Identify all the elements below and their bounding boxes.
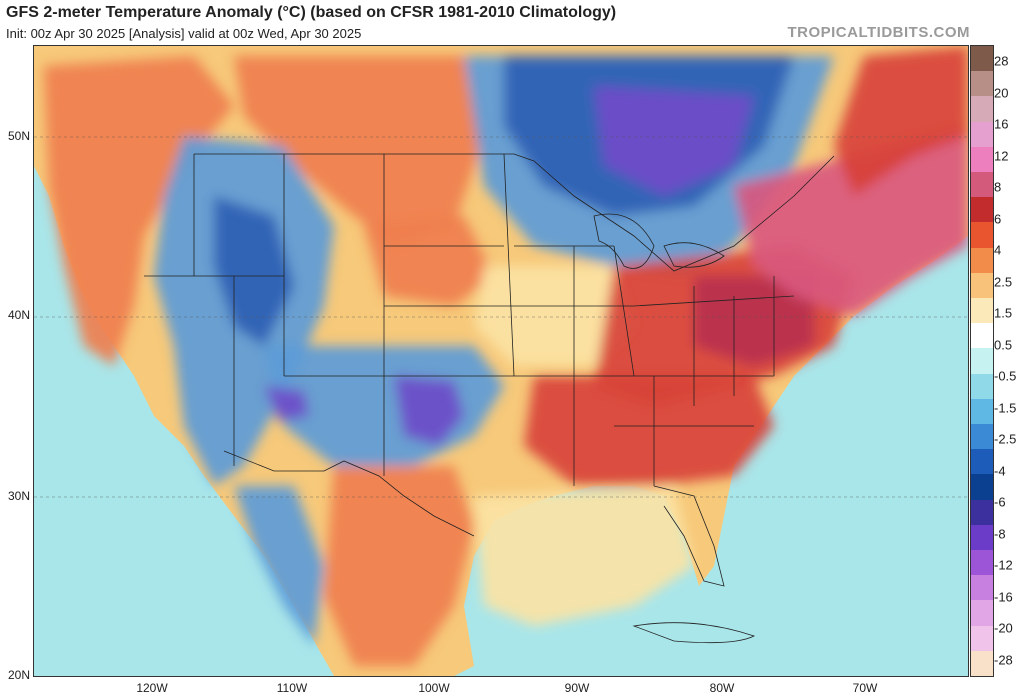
colorbar-tick-label: -6 (994, 494, 1006, 510)
warm-west-coast-region (44, 56, 234, 366)
colorbar-swatch (971, 524, 993, 551)
colorbar-tick-label: -8 (994, 526, 1006, 542)
lat-label-40n: 40N (7, 308, 30, 322)
colorbar-tick-label: 16 (994, 116, 1009, 132)
colorbar-swatch (971, 298, 993, 324)
political-boundaries (144, 153, 835, 644)
colorbar-swatch (971, 650, 993, 677)
colorbar-tick-label: 6 (994, 211, 1002, 227)
colorbar-swatch (971, 71, 993, 97)
colorbar-tick-label: 20 (994, 85, 1009, 101)
colorbar-tick-label: 1.5 (994, 305, 1013, 321)
credit-watermark: TROPICALTIDBITS.COM (787, 24, 970, 41)
colorbar-swatch (971, 348, 993, 375)
colorbar-swatch (971, 499, 993, 526)
very-cold-oklahoma-region (394, 376, 464, 446)
colorbar-swatch (971, 625, 993, 652)
colorbar-tick-label: -1.5 (994, 400, 1017, 416)
mild-midwest-region (474, 266, 634, 366)
very-cold-four-corners-region (264, 386, 309, 421)
colorbar-swatch (971, 121, 993, 148)
anomaly-map (33, 45, 969, 677)
lon-label-70w: 70W (852, 681, 878, 695)
extreme-warm-northeast-region (734, 126, 968, 316)
colorbar-swatch (971, 247, 993, 274)
state-lines-east (514, 245, 795, 486)
colorbar-tick-label: 0.5 (994, 337, 1013, 353)
us-mexico-border (223, 450, 475, 537)
colorbar-legend (970, 45, 994, 677)
florida-outline (653, 485, 725, 587)
colorbar-swatch (971, 272, 993, 299)
colorbar-tick-label: -12 (994, 557, 1013, 573)
colorbar-swatch (971, 172, 993, 198)
lat-label-50n: 50N (7, 129, 30, 143)
anomaly-map-svg (34, 46, 968, 676)
colorbar-tick-label: -16 (994, 589, 1013, 605)
colorbar-swatch (971, 46, 993, 72)
colorbar-tick-label: 28 (994, 53, 1009, 69)
state-lines-west (144, 153, 515, 476)
colorbar-swatch (971, 222, 993, 249)
us-canada-border (194, 153, 835, 272)
very-cold-quebec-region (594, 86, 754, 196)
colorbar-swatch (971, 449, 993, 475)
colorbar-swatch (971, 323, 993, 349)
colorbar-tick-label: -28 (994, 652, 1013, 668)
colorbar-tick-label: -0.5 (994, 368, 1017, 384)
colorbar-swatch (971, 550, 993, 576)
lat-label-20n: 20N (7, 668, 30, 682)
cool-sierra-madre-region (234, 486, 324, 646)
cuba-outline (632, 622, 756, 644)
colorbar-swatch (971, 197, 993, 223)
colorbar-swatch (971, 373, 993, 400)
colorbar-swatch (971, 600, 993, 627)
lon-label-80w: 80W (709, 681, 735, 695)
colorbar-swatch (971, 424, 993, 450)
warm-maritime-region (834, 46, 968, 196)
great-lakes-outline (593, 213, 725, 269)
colorbar-tick-label: 4 (994, 242, 1002, 258)
lon-label-90w: 90W (564, 681, 590, 695)
warm-mexico-region (324, 466, 474, 666)
colorbar-swatch (971, 398, 993, 425)
lon-label-120w: 120W (136, 681, 168, 695)
lon-label-100w: 100W (418, 681, 450, 695)
lon-label-110w: 110W (276, 681, 308, 695)
colorbar-swatch (971, 96, 993, 123)
colorbar-tick-label: 2.5 (994, 274, 1013, 290)
very-warm-appalachian-region (694, 276, 814, 366)
colorbar-tick-label: -20 (994, 620, 1013, 636)
colorbar-tick-label: 12 (994, 148, 1009, 164)
warm-central-region (364, 216, 494, 306)
colorbar-swatch (971, 146, 993, 173)
warm-southeast-region (524, 376, 774, 486)
colorbar-swatch (971, 474, 993, 501)
mild-gulf-region (474, 486, 694, 626)
map-title: GFS 2-meter Temperature Anomaly (°C) (ba… (6, 4, 617, 21)
colorbar-tick-label: -4 (994, 463, 1006, 479)
map-subtitle: Init: 00z Apr 30 2025 [Analysis] valid a… (6, 26, 362, 41)
colorbar-swatch (971, 575, 993, 601)
lat-label-30n: 30N (7, 489, 30, 503)
colorbar-tick-label: 8 (994, 179, 1002, 195)
colorbar-tick-label: -2.5 (994, 431, 1017, 447)
warm-northern-plains-region (234, 56, 484, 246)
